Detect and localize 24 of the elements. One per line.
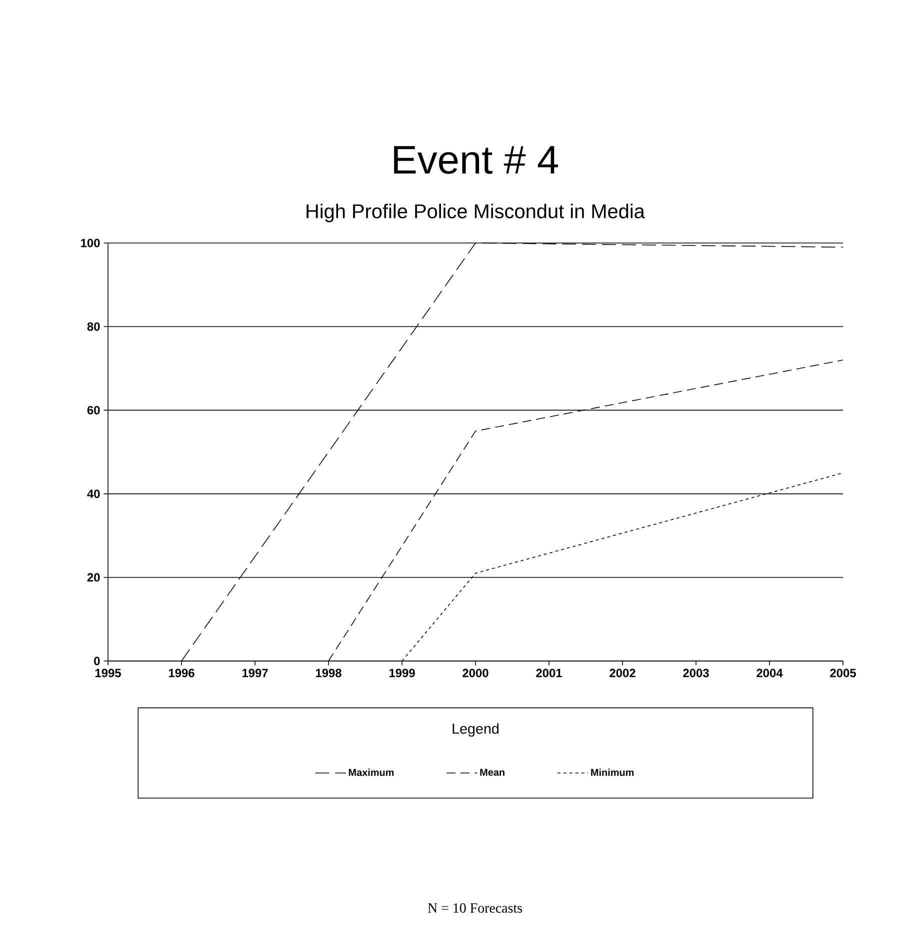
y-tick-label: 60 — [87, 406, 100, 414]
x-tick-label: 1999 — [389, 668, 415, 678]
legend-title: Legend — [452, 723, 498, 737]
text: N = 10 Forecasts — [428, 903, 522, 913]
legend-label: Minimum — [591, 768, 634, 776]
legend-label: Mean — [480, 768, 504, 776]
y-tick-label: 20 — [87, 573, 100, 582]
x-tick-label: 1997 — [242, 668, 268, 678]
chart-subtitle: High Profile Police Miscondut in Media — [306, 204, 645, 222]
x-tick-label: 2005 — [830, 668, 856, 678]
x-tick-label: 1996 — [168, 668, 194, 678]
x-tick-label: 2004 — [756, 668, 783, 678]
x-tick-label: 1995 — [95, 668, 121, 678]
x-tick-label: 2002 — [610, 668, 636, 678]
chart-title: Event # 4 — [394, 146, 558, 174]
x-tick-label: 2001 — [536, 668, 562, 678]
y-tick-label: 40 — [87, 490, 100, 498]
legend-label: Maximum — [348, 768, 394, 776]
y-tick-label: 0 — [94, 656, 100, 666]
x-tick-label: 2003 — [683, 668, 709, 678]
x-tick-label: 2000 — [462, 668, 488, 678]
y-tick-label: 80 — [87, 322, 100, 331]
y-tick-label: 100 — [81, 238, 100, 248]
x-tick-label: 1998 — [316, 668, 342, 678]
